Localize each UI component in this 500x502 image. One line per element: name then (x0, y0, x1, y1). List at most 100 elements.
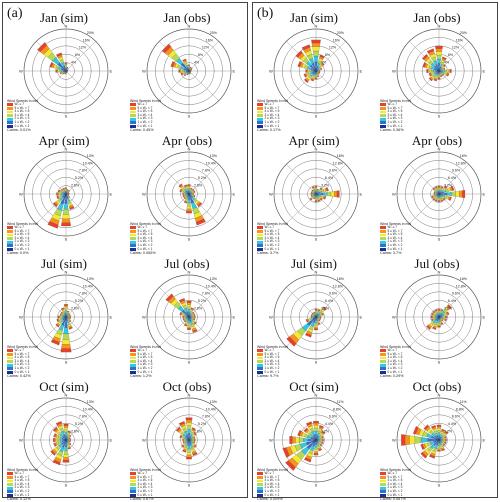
rose-petal-segment (315, 310, 317, 311)
rose-petal-segment (315, 78, 317, 79)
compass-label: E (483, 438, 486, 443)
rose-petal-segment (443, 70, 445, 72)
legend-swatch (380, 472, 386, 475)
ring-label: 2.6% (194, 184, 203, 188)
rose-petal-segment (188, 184, 191, 185)
ring-label: 8% (448, 53, 454, 57)
rose-petal-segment (61, 349, 72, 353)
rose-petal-segment (410, 436, 415, 445)
rose-petal-segment (456, 191, 460, 197)
rose-petal-segment (431, 70, 433, 72)
rose-petal-segment (438, 447, 441, 449)
legend-swatch (380, 357, 386, 360)
rose-petal-segment (188, 67, 189, 68)
legend-swatch (7, 472, 13, 475)
rose-petal-segment (67, 440, 68, 441)
rose-petal-segment (313, 423, 318, 425)
grid-spoke (439, 317, 469, 347)
legend-swatch (7, 241, 13, 244)
rose-petal-segment (315, 431, 318, 434)
rose-petal-segment (181, 70, 182, 72)
rose-petal-segment (437, 449, 440, 450)
rose-petal-segment (66, 191, 67, 192)
rose-petal-segment (187, 426, 191, 430)
rose-petal-segment (445, 316, 446, 318)
rose-petal-segment (188, 187, 190, 188)
ring-label: 16% (456, 38, 464, 42)
legend-swatch (130, 230, 136, 233)
rose-petal-segment (56, 439, 58, 442)
legend-swatch (130, 357, 136, 360)
rose-petal-segment (191, 440, 192, 441)
rose-petal-segment (438, 310, 440, 311)
rose-petal-segment (188, 66, 189, 67)
rose-petal-segment (186, 194, 187, 195)
compass-label: E (233, 438, 236, 443)
rose-petal-segment (186, 423, 191, 426)
rose-petal-segment (63, 209, 69, 214)
rose-petal-segment (185, 439, 186, 440)
legend-swatch (380, 476, 386, 479)
legend-swatch (257, 357, 263, 360)
rose-petal-segment (61, 316, 62, 318)
rose-petal-segment (438, 76, 440, 77)
legend-swatch (380, 480, 386, 483)
ring-label: 5.2% (75, 176, 84, 180)
ring-label: 13% (87, 277, 95, 281)
rose-petal-segment (189, 68, 190, 69)
rose-petal-segment (183, 193, 184, 195)
legend-swatch (257, 103, 263, 106)
compass-label: W (269, 69, 273, 74)
rose-petal-segment (60, 439, 62, 441)
rose-petal-segment (437, 425, 442, 427)
legend-swatch (380, 360, 386, 363)
compass-label: N (65, 393, 68, 398)
ring-label: 10.4% (83, 284, 94, 288)
rose-petal-segment (450, 69, 451, 73)
ring-label: 13% (210, 400, 218, 404)
ring-label: 16% (460, 154, 468, 158)
compass-label: S (438, 360, 441, 365)
ring-label: 4% (321, 61, 327, 65)
rose-petal-segment (438, 201, 440, 202)
rose-petal-segment (438, 190, 439, 191)
ring-label: 7.8% (202, 415, 211, 419)
legend-swatch (7, 111, 13, 114)
rose-petal-segment (69, 439, 70, 440)
rose-petal-segment (184, 193, 185, 194)
legend-swatch (257, 237, 263, 240)
rose-petal-segment (184, 70, 186, 71)
legend-swatch (380, 226, 386, 229)
ring-label: 7.8% (79, 169, 88, 173)
compass-label: W (19, 315, 23, 320)
rose-petal-segment (64, 428, 68, 430)
compass-label: S (65, 360, 68, 365)
legend-swatch (130, 244, 136, 247)
compass-label: W (19, 438, 23, 443)
rose-petal-segment (311, 193, 312, 195)
rose-petal-segment (311, 316, 312, 317)
rose-petal-segment (311, 316, 312, 318)
ring-label: 6.6% (452, 415, 461, 419)
rose-petal-segment (64, 447, 67, 451)
rose-petal-segment (438, 73, 439, 74)
rose-petal-segment (428, 69, 429, 72)
rose-petal-segment (65, 188, 67, 189)
rose-petal-segment (315, 312, 316, 313)
rose-petal-segment (65, 307, 68, 309)
compass-label: S (438, 237, 441, 242)
ring-label: 12.8% (456, 161, 467, 165)
rose-petal-segment (443, 439, 444, 440)
rose-petal-segment (315, 188, 317, 189)
ring-label: 4% (71, 61, 77, 65)
compass-label: W (142, 438, 146, 443)
rose-petal-segment (191, 317, 192, 318)
grid-spoke (66, 71, 96, 101)
rose-petal-segment (65, 66, 67, 67)
rose-petal-segment (292, 436, 295, 443)
